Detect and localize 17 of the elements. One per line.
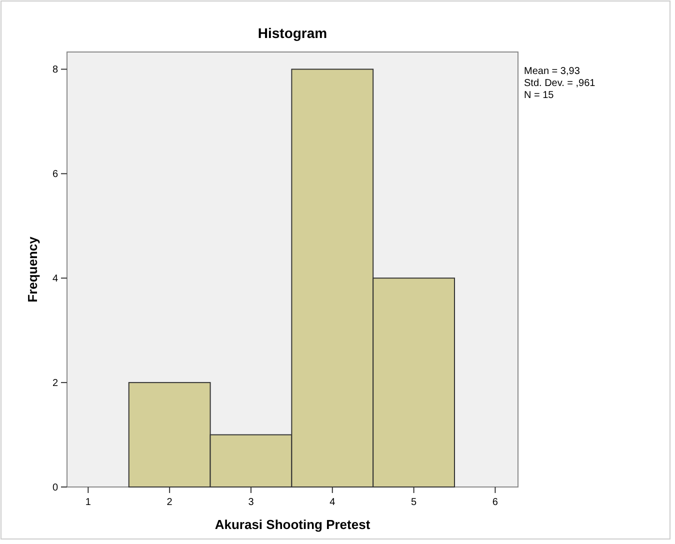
x-tick-label: 3 [248,497,254,508]
chart-title: Histogram [258,25,328,41]
text: N = 15 [524,90,554,101]
text: Std. Dev. = ,961 [524,78,596,89]
y-tick-label: 0 [52,482,58,494]
y-tick-label: 6 [52,169,58,180]
x-axis-title: Akurasi Shooting Pretest [214,517,371,532]
x-tick-label: 6 [492,497,498,508]
x-tick-label: 1 [85,497,92,508]
y-axis-title: Frequency [25,236,40,302]
x-tick-label: 2 [166,497,173,508]
x-tick-label: 5 [411,497,418,508]
y-tick-label: 4 [52,274,58,285]
x-tick-label: 4 [330,497,336,508]
text: Mean = 3,93 [524,66,580,77]
y-tick-label: 2 [52,378,58,390]
y-tick-label: 8 [52,64,58,76]
